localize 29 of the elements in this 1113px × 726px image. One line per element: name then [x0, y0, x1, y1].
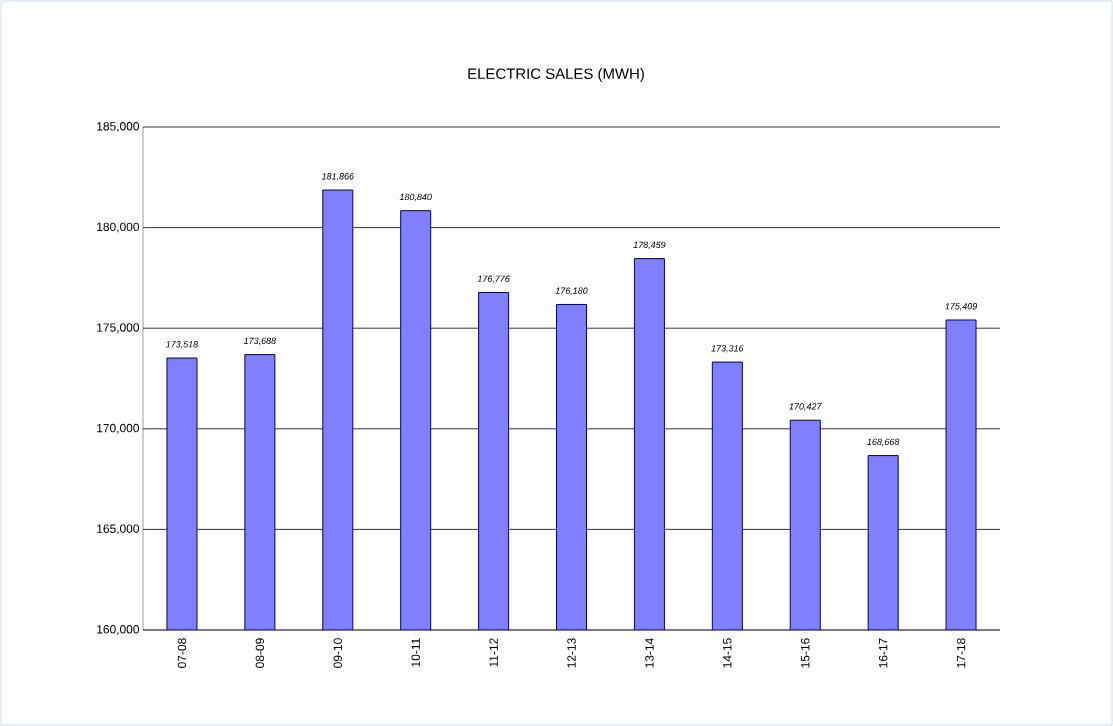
- y-tick-label: 185,000: [97, 122, 140, 132]
- data-label: 176,776: [477, 275, 510, 283]
- data-label: 173,688: [243, 337, 277, 346]
- x-tick-label: 17-18: [956, 638, 966, 668]
- data-label: 180,840: [399, 193, 432, 202]
- data-label: 168,668: [867, 438, 900, 447]
- data-label: 173,316: [711, 345, 744, 353]
- y-tick-label: 160,000: [97, 625, 140, 635]
- data-label: 178,459: [633, 241, 666, 250]
- x-tick-label: 16-17: [878, 638, 888, 668]
- x-tick-label: 08-09: [255, 638, 265, 668]
- data-label: 181,866: [321, 173, 354, 181]
- x-tick-label: 14-15: [723, 638, 732, 668]
- x-tick-label: 11-12: [489, 638, 498, 667]
- x-tick-label: 09-10: [333, 638, 342, 668]
- data-label: 175,409: [945, 303, 978, 311]
- data-label: 173,518: [165, 341, 199, 349]
- x-tick-label: 12-13: [567, 638, 576, 668]
- x-tick-label: 13-14: [645, 638, 654, 668]
- y-tick-label: 170,000: [97, 423, 140, 434]
- y-tick-label: 165,000: [97, 524, 140, 535]
- data-label: 170,427: [789, 403, 822, 411]
- chart-title: ELECTRIC SALES (MWH): [468, 68, 644, 82]
- x-tick-label: 07-08: [177, 638, 187, 668]
- y-tick-label: 175,000: [97, 323, 140, 334]
- x-tick-label: 10-11: [411, 638, 420, 667]
- y-tick-label: 180,000: [97, 222, 140, 233]
- x-tick-label: 15-16: [801, 638, 810, 668]
- data-label: 176,180: [555, 287, 588, 295]
